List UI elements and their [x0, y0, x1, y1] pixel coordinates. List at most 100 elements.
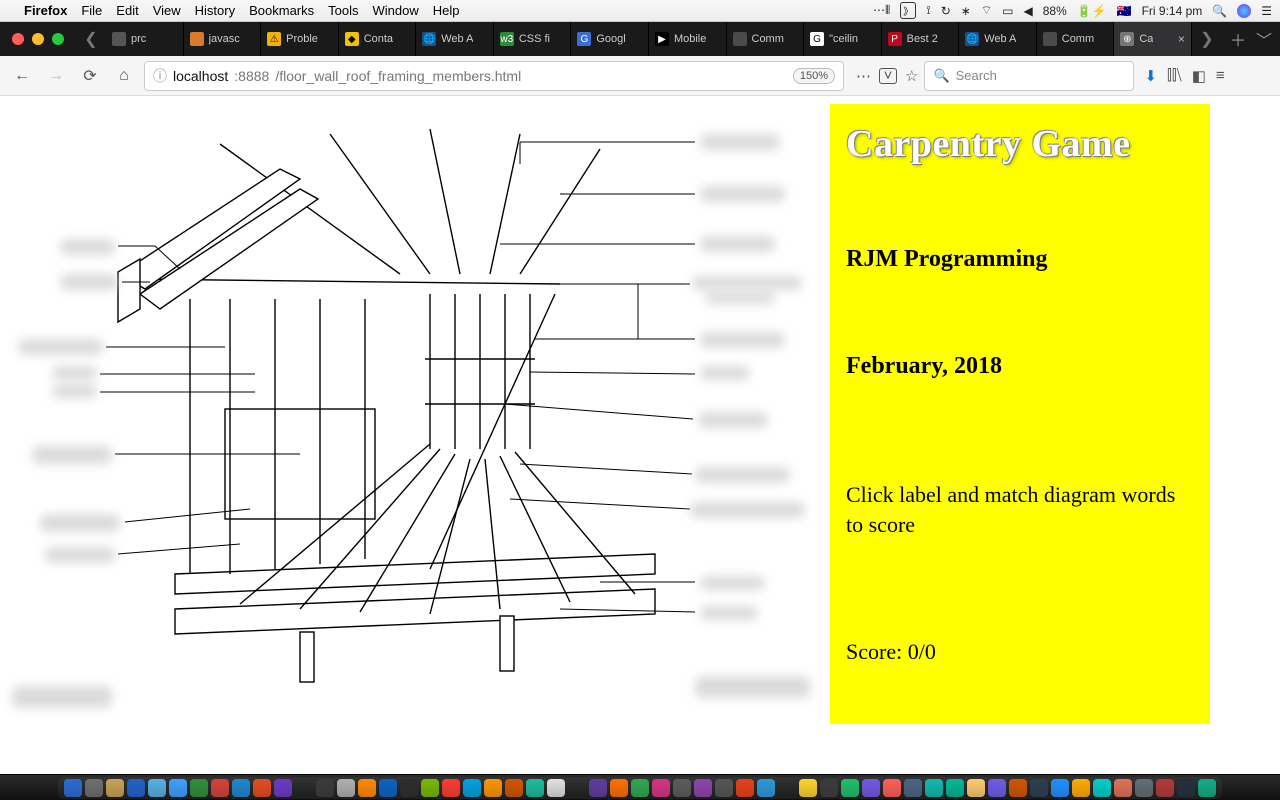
home-button[interactable]: ⌂: [110, 62, 138, 90]
dock-app-icon[interactable]: [505, 779, 523, 797]
dock-app-icon[interactable]: [1072, 779, 1090, 797]
browser-tab[interactable]: G"ceilin: [804, 22, 882, 56]
browser-tab[interactable]: prc: [106, 22, 184, 56]
dock-app-icon[interactable]: [211, 779, 229, 797]
tabs-scroll-left-button[interactable]: ❮: [76, 22, 106, 56]
dock-app-icon[interactable]: [1114, 779, 1132, 797]
sidebar-button[interactable]: ◧: [1192, 67, 1206, 85]
window-minimize-button[interactable]: [32, 33, 44, 45]
diagram-label-slot[interactable]: [52, 384, 97, 398]
dock-app-icon[interactable]: [673, 779, 691, 797]
dock-app-icon[interactable]: [526, 779, 544, 797]
window-zoom-button[interactable]: [52, 33, 64, 45]
dock-app-icon[interactable]: [337, 779, 355, 797]
menu-bookmarks[interactable]: Bookmarks: [249, 3, 314, 18]
diagram-label-slot[interactable]: [700, 366, 750, 380]
display-icon[interactable]: ▭: [1002, 4, 1013, 18]
dock-app-icon[interactable]: [1093, 779, 1111, 797]
dock-app-icon[interactable]: [106, 779, 124, 797]
dock-app-icon[interactable]: [967, 779, 985, 797]
dock-app-icon[interactable]: [757, 779, 775, 797]
dock-app-icon[interactable]: [379, 779, 397, 797]
menu-view[interactable]: View: [153, 3, 181, 18]
dock-app-icon[interactable]: [715, 779, 733, 797]
browser-tab[interactable]: 🌐Web A: [416, 22, 494, 56]
dock-app-icon[interactable]: [148, 779, 166, 797]
dock-app-icon[interactable]: [568, 779, 586, 797]
dock-app-icon[interactable]: [946, 779, 964, 797]
dock-app-icon[interactable]: [1030, 779, 1048, 797]
menu-window[interactable]: Window: [373, 3, 419, 18]
dock-app-icon[interactable]: [547, 779, 565, 797]
diagram-label-slot[interactable]: [700, 236, 775, 252]
search-bar[interactable]: 🔍 Search: [924, 61, 1134, 91]
diagram-label-slot[interactable]: [40, 514, 120, 532]
menu-help[interactable]: Help: [433, 3, 460, 18]
forward-button[interactable]: →: [42, 62, 70, 90]
spotlight-icon[interactable]: 🔍: [1212, 4, 1227, 18]
page-actions-button[interactable]: ⋯: [856, 67, 871, 85]
tabs-scroll-right-button[interactable]: ❯: [1192, 22, 1222, 56]
diagram-label-slot[interactable]: [700, 606, 758, 620]
browser-tab[interactable]: 🌐Web A: [959, 22, 1037, 56]
browser-tab[interactable]: ◆Conta: [339, 22, 417, 56]
menu-file[interactable]: File: [81, 3, 102, 18]
bluetooth-icon[interactable]: ∗: [961, 4, 971, 18]
wifi-icon[interactable]: ⌔: [981, 3, 992, 18]
browser-tab[interactable]: Comm: [727, 22, 805, 56]
diagram-label-slot[interactable]: [700, 576, 765, 590]
window-close-button[interactable]: [12, 33, 24, 45]
downloads-button[interactable]: ⬇: [1144, 67, 1157, 85]
dock-app-icon[interactable]: [631, 779, 649, 797]
dock-app-icon[interactable]: [799, 779, 817, 797]
dock-app-icon[interactable]: [1177, 779, 1195, 797]
diagram-label-slot[interactable]: [12, 686, 112, 708]
dock-app-icon[interactable]: [988, 779, 1006, 797]
diagram-label-slot[interactable]: [52, 366, 97, 380]
carpentry-diagram[interactable]: [0, 104, 820, 724]
dock-app-icon[interactable]: [295, 779, 313, 797]
diagram-label-slot[interactable]: [60, 239, 115, 255]
timemachine-icon[interactable]: ↻: [941, 4, 951, 18]
browser-tab[interactable]: ⊕Ca×: [1114, 22, 1192, 56]
reload-button[interactable]: ⟳: [76, 62, 104, 90]
dock-app-icon[interactable]: [442, 779, 460, 797]
dock-app-icon[interactable]: [421, 779, 439, 797]
dock-app-icon[interactable]: [904, 779, 922, 797]
diagram-label-slot[interactable]: [45, 547, 115, 563]
browser-tab[interactable]: javasc: [184, 22, 262, 56]
menu-tools[interactable]: Tools: [328, 3, 358, 18]
reader-or-pocket-icon[interactable]: ˅: [879, 68, 897, 84]
diagram-label-slot[interactable]: [690, 502, 805, 518]
dock-app-icon[interactable]: [316, 779, 334, 797]
diagram-label-slot[interactable]: [695, 467, 790, 483]
app-name[interactable]: Firefox: [24, 3, 67, 18]
dock-app-icon[interactable]: [358, 779, 376, 797]
dock-app-icon[interactable]: [463, 779, 481, 797]
diagram-label-slot[interactable]: [60, 274, 118, 290]
dock-app-icon[interactable]: [841, 779, 859, 797]
diagram-label-slot[interactable]: [700, 134, 780, 150]
diagram-label-slot[interactable]: [692, 276, 802, 290]
dock-app-icon[interactable]: [925, 779, 943, 797]
diagram-label-slot[interactable]: [32, 446, 112, 464]
site-info-icon[interactable]: ⓘ: [153, 66, 167, 86]
siri-icon[interactable]: [1237, 4, 1251, 18]
browser-tab[interactable]: ⚠Proble: [261, 22, 339, 56]
dock-app-icon[interactable]: [400, 779, 418, 797]
dock-app-icon[interactable]: [274, 779, 292, 797]
browser-tab[interactable]: ▶Mobile: [649, 22, 727, 56]
dock-app-icon[interactable]: [694, 779, 712, 797]
menu-history[interactable]: History: [195, 3, 235, 18]
menu-extra-icon[interactable]: ⟟: [926, 3, 930, 18]
menu-extra-icon[interactable]: ⋯⦀: [873, 3, 890, 18]
dock-app-icon[interactable]: [652, 779, 670, 797]
diagram-label-slot[interactable]: [18, 339, 103, 355]
dock-app-icon[interactable]: [883, 779, 901, 797]
notification-center-icon[interactable]: ☰: [1261, 4, 1272, 18]
menu-edit[interactable]: Edit: [116, 3, 138, 18]
url-bar[interactable]: ⓘ localhost:8888/floor_wall_roof_framing…: [144, 61, 844, 91]
bookmark-star-icon[interactable]: ☆: [905, 67, 918, 85]
clock[interactable]: Fri 9:14 pm: [1142, 4, 1203, 18]
dock-app-icon[interactable]: [1135, 779, 1153, 797]
